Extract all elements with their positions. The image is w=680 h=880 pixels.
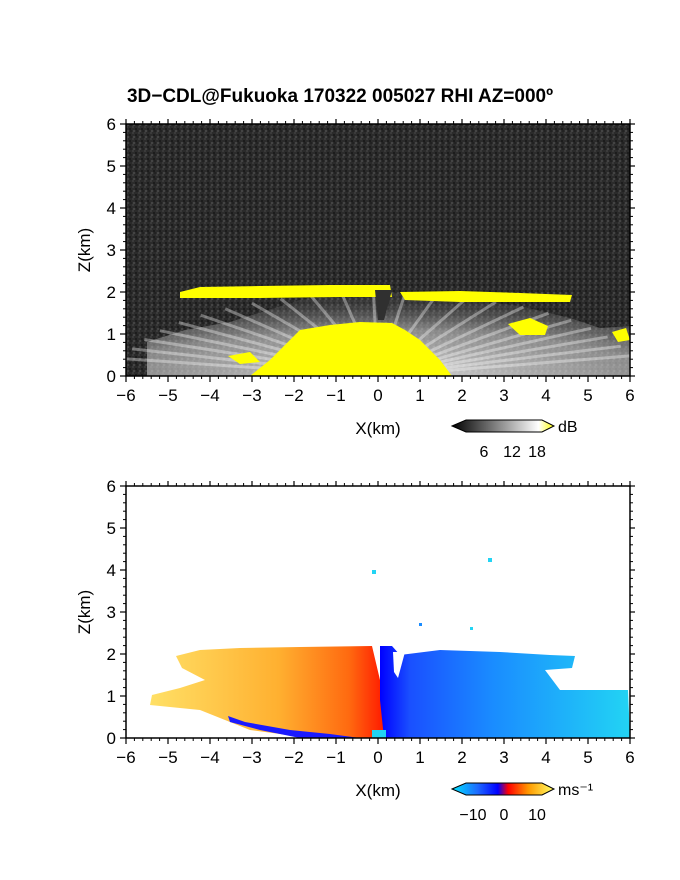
ytick-label: 6 [107, 477, 116, 496]
xtick-label: 1 [415, 748, 424, 767]
velocity-speck-2 [488, 558, 492, 562]
ytick-label: 6 [107, 115, 116, 134]
xtick-label: 5 [583, 386, 592, 405]
velocity-yaxis-title: Z(km) [75, 590, 94, 634]
intensity-ticks: −6 −5 −4 −3 −2 −1 0 1 2 3 4 5 6 0 1 2 3 4 5 6 [107, 115, 635, 405]
xtick-label: 2 [457, 748, 466, 767]
velocity-ticks: −6 −5 −4 −3 −2 −1 0 1 2 3 4 5 6 0 1 2 3 4 5 6 [107, 477, 635, 767]
ytick-label: 3 [107, 603, 116, 622]
intensity-echo-field [126, 285, 630, 376]
velocity-xaxis-title: X(km) [355, 781, 400, 800]
velocity-colorbar-tick-10: 10 [528, 807, 546, 824]
intensity-colorbar: dB 6 12 18 [450, 419, 578, 461]
xtick-label: 6 [625, 748, 634, 767]
xtick-label: −5 [158, 748, 177, 767]
xtick-label: −3 [242, 386, 261, 405]
xtick-label: 3 [499, 386, 508, 405]
ytick-label: 1 [107, 325, 116, 344]
xtick-label: −4 [200, 386, 219, 405]
intensity-yellow-right-patch [508, 318, 548, 335]
intensity-yellow-core [250, 322, 452, 376]
xtick-label: 4 [541, 386, 550, 405]
velocity-colorbar-tick-neg10: −10 [459, 807, 486, 824]
velocity-speck-4 [470, 627, 473, 630]
intensity-colorbar-bar [450, 419, 556, 433]
xtick-label: −5 [158, 386, 177, 405]
velocity-colorbar-unit: ms⁻¹ [558, 782, 593, 799]
xtick-label: 2 [457, 386, 466, 405]
xtick-label: −3 [242, 748, 261, 767]
intensity-dark-notch [375, 290, 392, 320]
ytick-label: 2 [107, 283, 116, 302]
velocity-field [150, 558, 630, 738]
ytick-label: 2 [107, 645, 116, 664]
xtick-label: 6 [625, 386, 634, 405]
velocity-cool-field [380, 646, 630, 738]
intensity-colorbar-unit: dB [558, 419, 578, 436]
intensity-colorbar-tick-12: 12 [503, 444, 521, 461]
velocity-radar-marker [372, 730, 386, 738]
xtick-label: −6 [116, 386, 135, 405]
ytick-label: 4 [107, 199, 116, 218]
xtick-label: 5 [583, 748, 592, 767]
chart-title: 3D−CDL@Fukuoka 170322 005027 RHI AZ=000º [126, 86, 554, 107]
ytick-label: 0 [107, 729, 116, 748]
intensity-yellow-band [180, 285, 392, 298]
ytick-label: 5 [107, 519, 116, 538]
xtick-label: 0 [373, 748, 382, 767]
ytick-label: 3 [107, 241, 116, 260]
intensity-colorbar-tick-18: 18 [528, 444, 546, 461]
xtick-label: 4 [541, 748, 550, 767]
intensity-yaxis-title: Z(km) [75, 228, 94, 272]
xtick-label: −1 [326, 386, 345, 405]
velocity-speck-3 [419, 623, 422, 626]
xtick-label: −2 [284, 386, 303, 405]
velocity-blue-underside [228, 716, 360, 738]
velocity-speck-1 [372, 570, 376, 574]
ytick-label: 0 [107, 367, 116, 386]
xtick-label: −6 [116, 748, 135, 767]
ytick-label: 5 [107, 157, 116, 176]
ytick-label: 4 [107, 561, 116, 580]
intensity-yellow-edge-patch [612, 328, 630, 342]
velocity-colorbar: ms⁻¹ −10 0 10 [450, 782, 593, 824]
xtick-label: −2 [284, 748, 303, 767]
velocity-white-gap [393, 652, 405, 678]
xtick-label: −4 [200, 748, 219, 767]
intensity-colorbar-tick-6: 6 [480, 444, 489, 461]
xtick-label: 1 [415, 386, 424, 405]
velocity-warm-field [150, 646, 384, 738]
velocity-colorbar-tick-0: 0 [500, 807, 509, 824]
xtick-label: 3 [499, 748, 508, 767]
intensity-xaxis-title: X(km) [355, 419, 400, 438]
intensity-yellow-band-right [400, 291, 572, 302]
velocity-colorbar-bar [450, 782, 556, 796]
xtick-label: 0 [373, 386, 382, 405]
xtick-label: −1 [326, 748, 345, 767]
ytick-label: 1 [107, 687, 116, 706]
intensity-yellow-bottom [228, 352, 260, 364]
